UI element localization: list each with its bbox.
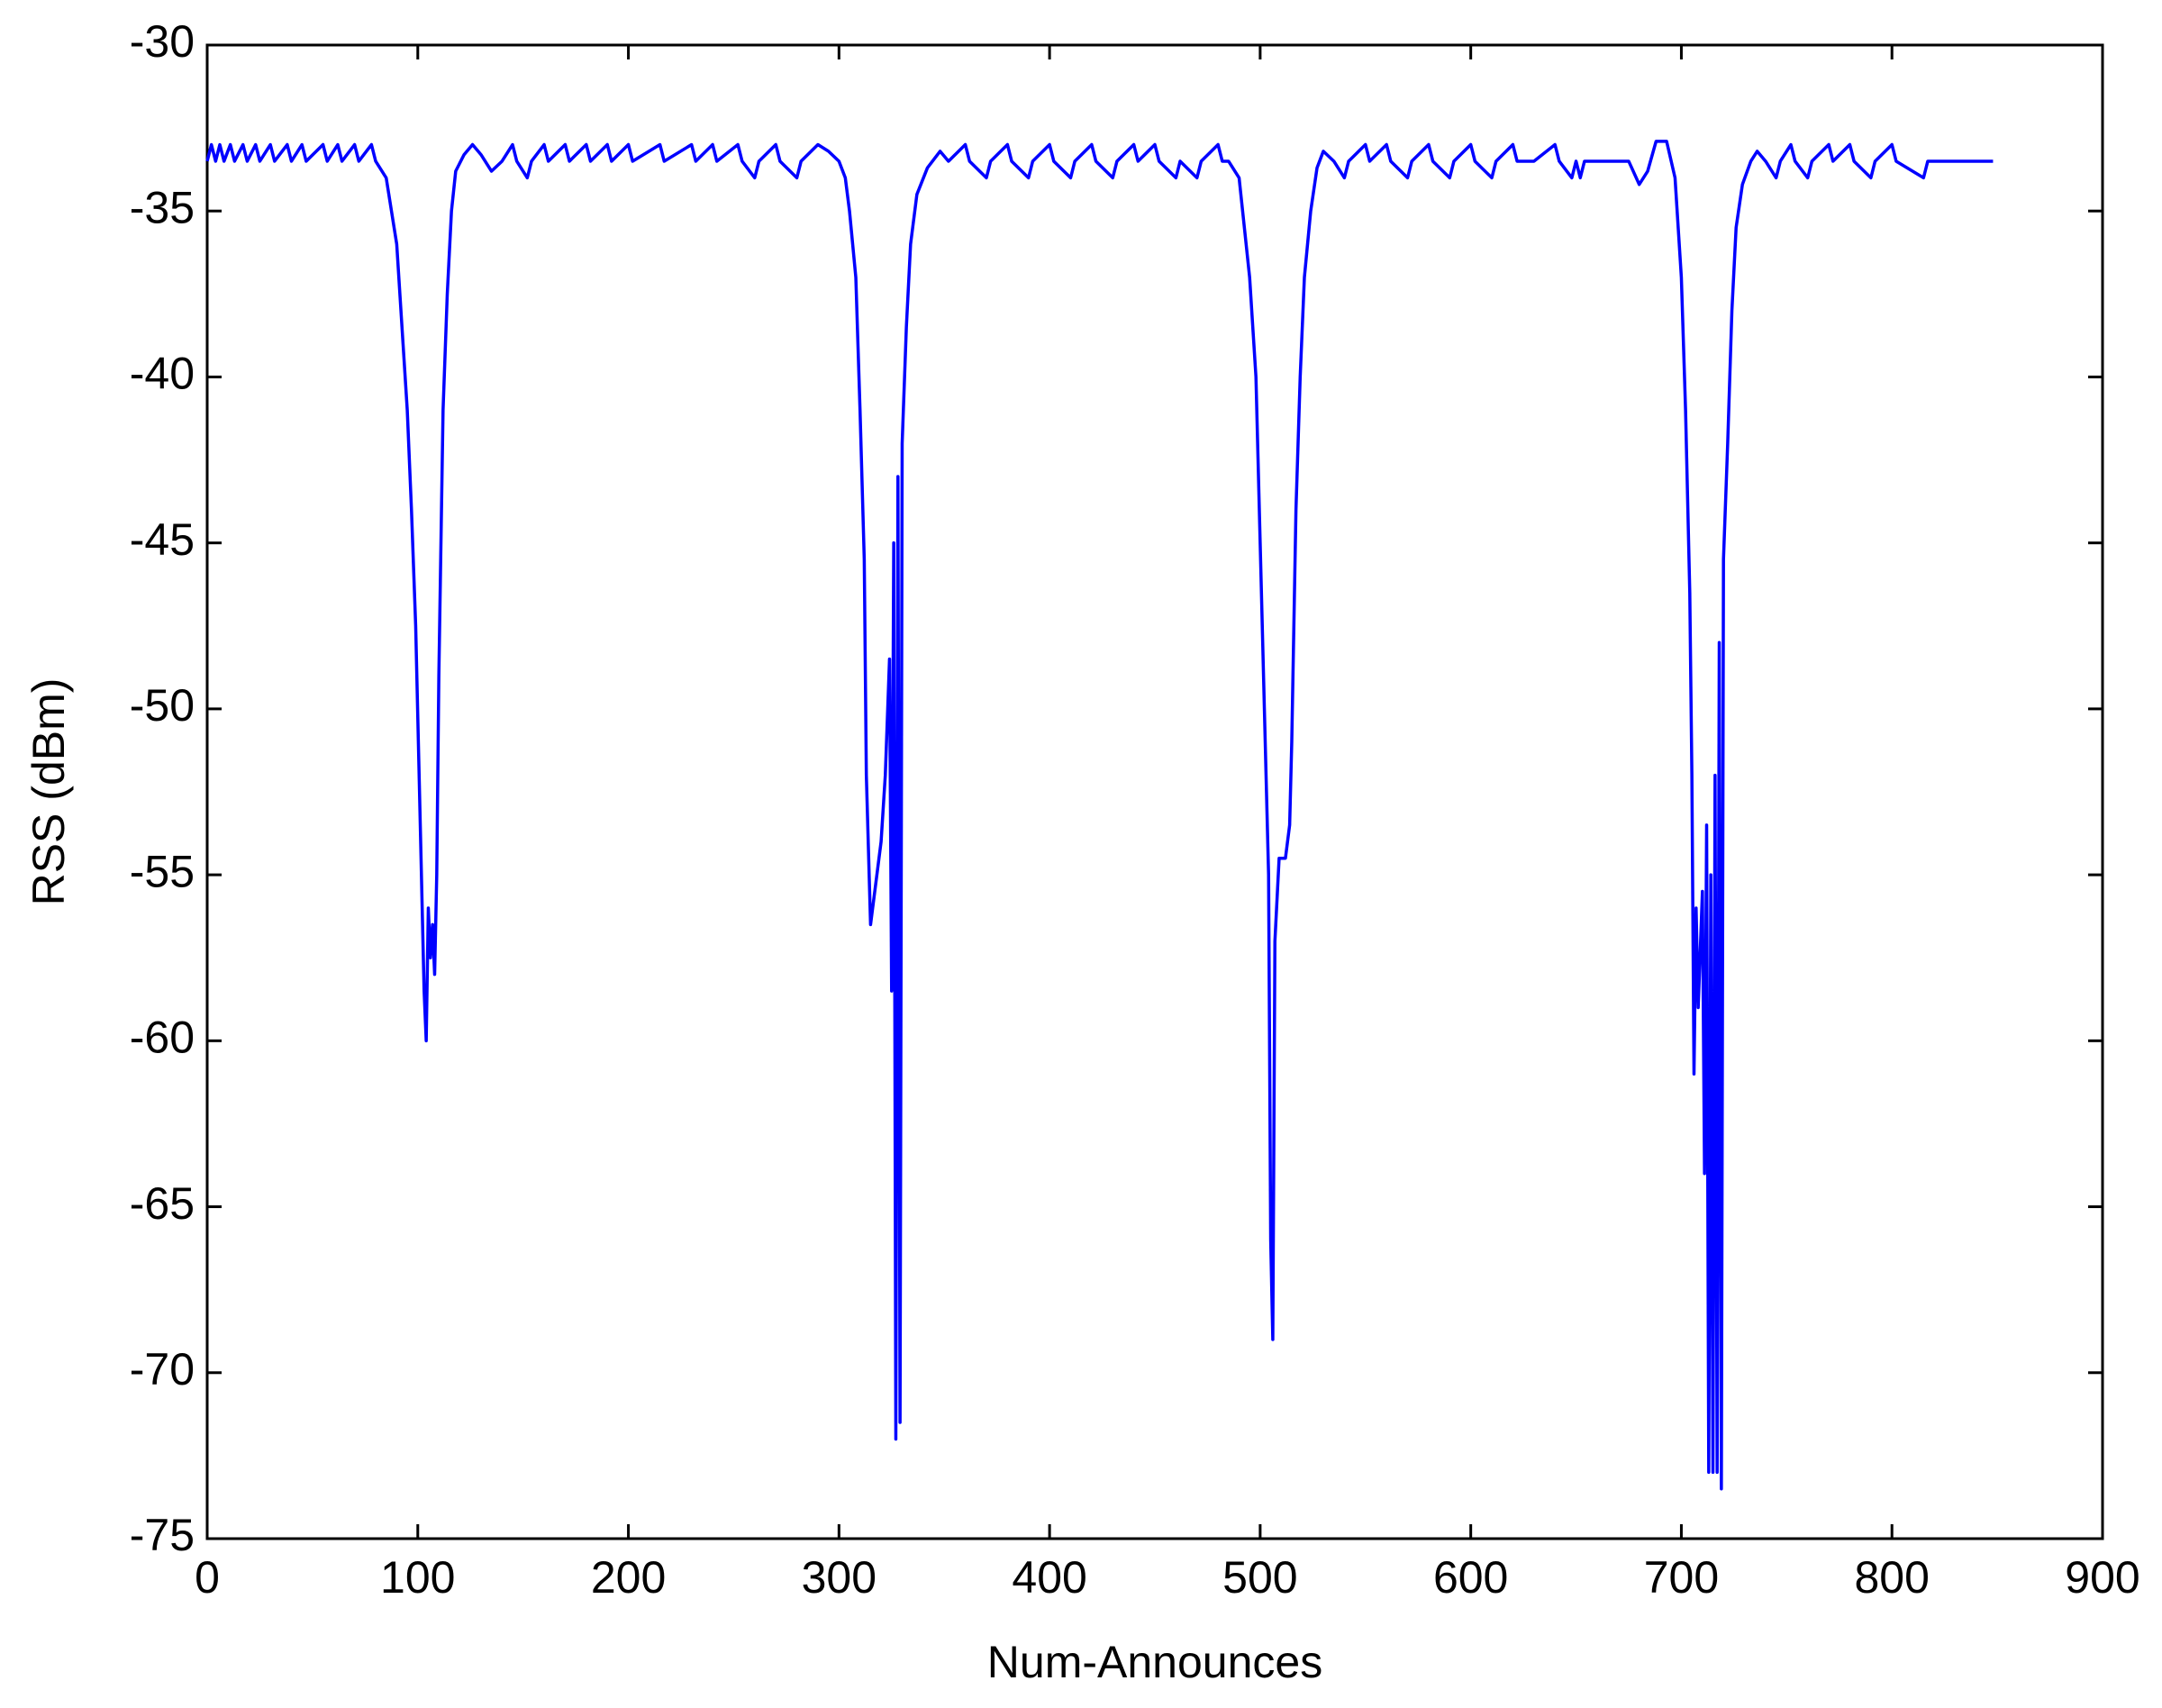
y-tick-label: -40 [130,349,195,399]
x-tick-label: 600 [1433,1552,1508,1603]
plot-frame [205,43,2104,1540]
y-tick-label: -70 [130,1344,195,1395]
y-axis-label: RSS (dBm) [23,678,74,906]
y-tick-label: -65 [130,1178,195,1229]
y-tick-label: -35 [130,182,195,232]
y-tick-label: -60 [130,1013,195,1063]
x-tick-label: 500 [1222,1552,1297,1603]
x-tick-label: 200 [591,1552,666,1603]
x-axis-label: Num-Announces [987,1637,1322,1687]
data-line [205,140,1994,1491]
x-tick-label: 100 [380,1552,455,1603]
x-tick-label: 700 [1644,1552,1719,1603]
y-tick-label: -50 [130,680,195,731]
y-tick-label: -75 [130,1510,195,1560]
x-tick-label: 900 [2065,1552,2139,1603]
y-tick-label: -30 [130,16,195,67]
x-tick-label: 800 [1855,1552,1930,1603]
x-tick-label: 300 [802,1552,877,1603]
y-tick-label: -55 [130,846,195,896]
y-tick-label: -45 [130,514,195,565]
x-tick-label: 0 [195,1552,220,1603]
x-tick-label: 400 [1012,1552,1086,1603]
